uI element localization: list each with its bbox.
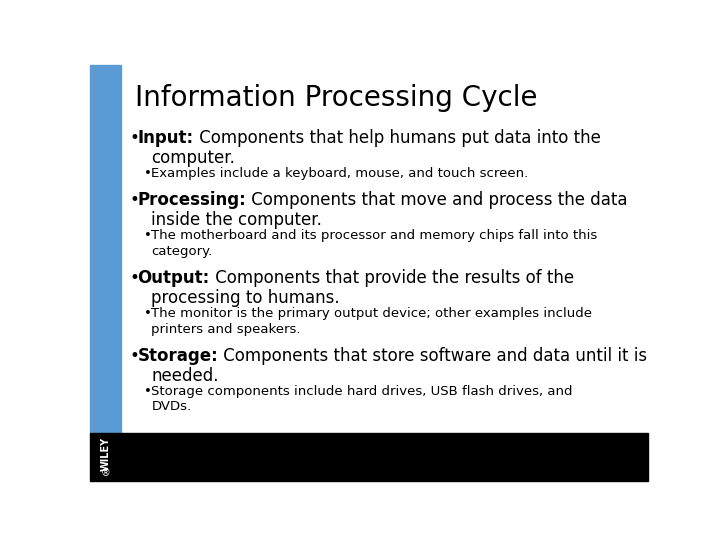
Text: Storage:: Storage: xyxy=(138,347,218,364)
Text: Components that move and process the data: Components that move and process the dat… xyxy=(246,191,628,209)
Text: The monitor is the primary output device; other examples include: The monitor is the primary output device… xyxy=(151,307,593,320)
Bar xyxy=(90,433,648,481)
Text: •: • xyxy=(144,167,152,180)
Text: computer.: computer. xyxy=(151,149,235,167)
Text: ®: ® xyxy=(101,468,110,478)
Text: inside the computer.: inside the computer. xyxy=(151,211,323,229)
Text: Components that help humans put data into the: Components that help humans put data int… xyxy=(194,129,600,147)
Text: Components that store software and data until it is: Components that store software and data … xyxy=(218,347,647,364)
Text: •: • xyxy=(144,384,152,397)
Text: Examples include a keyboard, mouse, and touch screen.: Examples include a keyboard, mouse, and … xyxy=(151,167,528,180)
Text: WILEY: WILEY xyxy=(100,437,110,471)
Text: Processing:: Processing: xyxy=(138,191,246,209)
Text: category.: category. xyxy=(151,245,212,258)
Text: DVDs.: DVDs. xyxy=(151,400,192,413)
Text: Components that provide the results of the: Components that provide the results of t… xyxy=(210,269,574,287)
Text: •: • xyxy=(144,229,152,242)
Text: Storage components include hard drives, USB flash drives, and: Storage components include hard drives, … xyxy=(151,384,573,397)
Text: processing to humans.: processing to humans. xyxy=(151,289,340,307)
Text: printers and speakers.: printers and speakers. xyxy=(151,322,301,335)
Text: The motherboard and its processor and memory chips fall into this: The motherboard and its processor and me… xyxy=(151,229,598,242)
Text: •: • xyxy=(129,129,139,147)
Text: •: • xyxy=(129,269,139,287)
Text: •: • xyxy=(129,191,139,209)
Bar xyxy=(90,65,121,433)
Text: •: • xyxy=(129,347,139,364)
Text: •: • xyxy=(144,307,152,320)
Text: Information Processing Cycle: Information Processing Cycle xyxy=(135,84,537,112)
Text: Output:: Output: xyxy=(138,269,210,287)
Text: needed.: needed. xyxy=(151,367,219,384)
Text: Input:: Input: xyxy=(138,129,194,147)
